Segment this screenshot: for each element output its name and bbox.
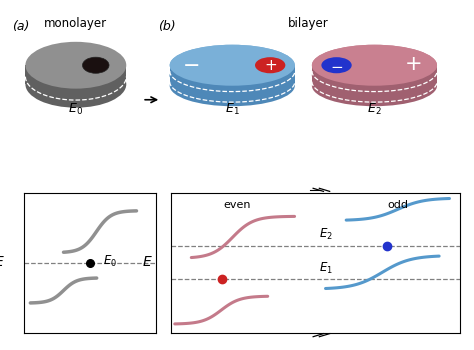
Text: $\it{E}$$_1$: $\it{E}$$_1$ xyxy=(319,261,333,276)
Polygon shape xyxy=(26,65,126,84)
Ellipse shape xyxy=(170,65,295,106)
Text: odd: odd xyxy=(387,199,408,210)
Text: (b): (b) xyxy=(158,20,176,33)
Text: even: even xyxy=(223,199,250,210)
Ellipse shape xyxy=(82,57,109,73)
Ellipse shape xyxy=(170,45,295,86)
Ellipse shape xyxy=(26,61,126,108)
Ellipse shape xyxy=(312,65,437,106)
Ellipse shape xyxy=(170,45,295,86)
Polygon shape xyxy=(170,76,295,86)
Ellipse shape xyxy=(312,55,437,96)
Text: bilayer: bilayer xyxy=(288,17,328,30)
Ellipse shape xyxy=(312,55,437,96)
Ellipse shape xyxy=(312,45,437,86)
Ellipse shape xyxy=(255,57,285,73)
Polygon shape xyxy=(312,76,437,86)
Ellipse shape xyxy=(170,55,295,96)
Text: $\it{E}$$_2$: $\it{E}$$_2$ xyxy=(319,227,333,242)
Text: $\it{E}$$_0$: $\it{E}$$_0$ xyxy=(68,102,83,117)
Text: $\it{E}$$_2$: $\it{E}$$_2$ xyxy=(367,102,382,117)
Polygon shape xyxy=(312,65,437,76)
Ellipse shape xyxy=(312,45,437,86)
Ellipse shape xyxy=(321,57,352,73)
Text: $+$: $+$ xyxy=(404,54,421,74)
Text: $\it{E}$: $\it{E}$ xyxy=(0,256,5,270)
Text: $-$: $-$ xyxy=(182,54,199,74)
Text: $\it{E}$: $\it{E}$ xyxy=(142,256,153,270)
Text: $\it{E}$$_1$: $\it{E}$$_1$ xyxy=(225,102,240,117)
Text: $-$: $-$ xyxy=(330,58,343,73)
Ellipse shape xyxy=(26,42,126,89)
Text: $\it{E}$$_0$: $\it{E}$$_0$ xyxy=(103,253,118,269)
Ellipse shape xyxy=(170,55,295,96)
Polygon shape xyxy=(170,65,295,76)
Text: (a): (a) xyxy=(12,20,29,33)
Text: $+$: $+$ xyxy=(264,58,277,73)
Text: monolayer: monolayer xyxy=(44,17,108,30)
